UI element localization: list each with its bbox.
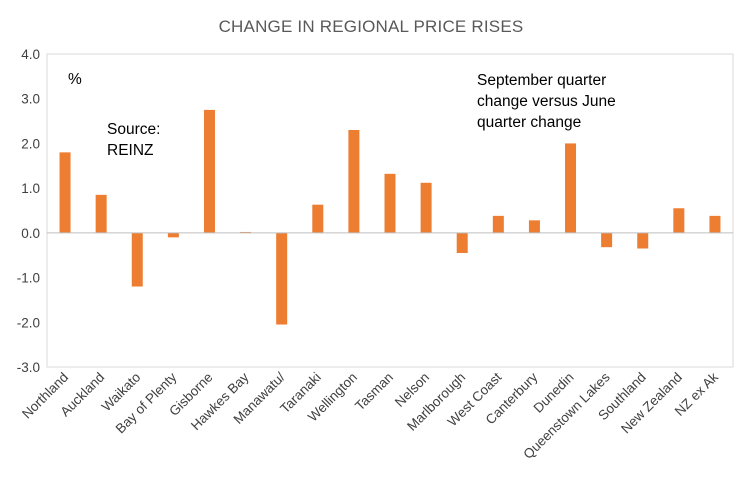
y-tick-label: -1.0 — [17, 271, 40, 286]
y-tick-label: 4.0 — [21, 47, 40, 62]
bar-manawatu — [276, 232, 288, 325]
bar-wellington — [348, 130, 360, 233]
bar-new-zealand — [673, 208, 685, 233]
bar-nz-ex-ak — [709, 215, 721, 233]
note-annotation-line-1: September quarter — [477, 72, 606, 89]
bar-taranaki — [312, 204, 324, 233]
y-tick-label: 1.0 — [21, 181, 40, 196]
bar-canterbury — [528, 220, 540, 233]
y-tick-label: 0.0 — [21, 226, 40, 241]
bar-gisborne — [203, 109, 215, 233]
chart-title: CHANGE IN REGIONAL PRICE RISES — [218, 17, 524, 36]
bar-dunedin — [565, 143, 577, 233]
y-tick-label: -2.0 — [17, 315, 40, 330]
y-tick-labels: 4.0 3.0 2.0 1.0 0.0 -1.0 -2.0 -3.0 — [17, 47, 40, 375]
bar-waikato — [131, 232, 143, 287]
bar-west-coast — [492, 215, 504, 233]
y-unit-label: % — [68, 71, 82, 88]
x-category-label: Tasman — [352, 370, 396, 414]
y-tick-label: 2.0 — [21, 136, 40, 151]
bars-group — [59, 109, 721, 325]
source-annotation-line-1: Source: — [107, 121, 160, 138]
bar-northland — [59, 152, 71, 233]
bar-bay-of-plenty — [167, 232, 179, 238]
source-annotation-line-2: REINZ — [107, 142, 154, 159]
plot-area-frame — [46, 53, 734, 368]
y-tick-label: -3.0 — [17, 360, 40, 375]
bar-southland — [637, 232, 649, 249]
y-tick-label: 3.0 — [21, 92, 40, 107]
bar-marlborough — [456, 232, 468, 253]
note-annotation-line-2: change versus June — [477, 93, 616, 110]
bar-tasman — [384, 173, 396, 233]
bar-nelson — [420, 182, 432, 233]
bar-queenstown-lakes — [601, 232, 613, 248]
bar-auckland — [95, 194, 107, 233]
note-annotation-line-3: quarter change — [477, 114, 581, 131]
